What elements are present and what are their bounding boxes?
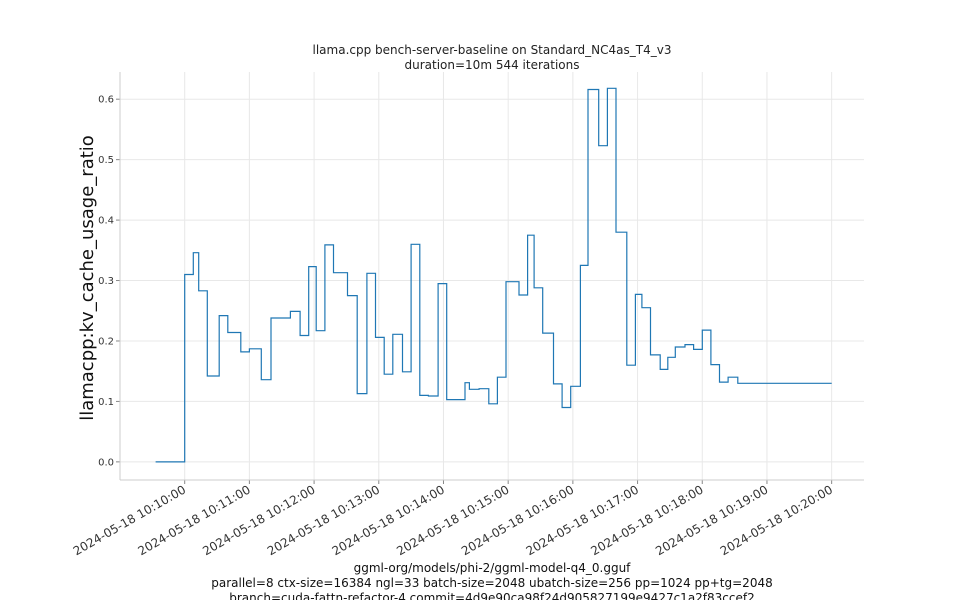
x-tick-label: 2024-05-18 10:20:00 [718,482,835,558]
y-axis-ticks: 0.0 0.1 0.2 0.3 0.4 0.5 0.6 [98,95,120,468]
y-tick-label: 0.2 [98,336,114,347]
y-tick-label: 0.6 [98,95,114,106]
grid-lines [120,72,864,480]
footer-params: parallel=8 ctx-size=16384 ngl=33 batch-s… [211,576,772,590]
y-axis-label: llamacpp:kv_cache_usage_ratio [77,135,98,421]
x-tick-label: 2024-05-18 10:14:00 [330,482,447,558]
x-tick-label: 2024-05-18 10:10:00 [71,482,188,558]
chart-title: llama.cpp bench-server-baseline on Stand… [313,43,672,57]
series-line [155,87,832,463]
x-tick-label: 2024-05-18 10:19:00 [653,482,770,558]
x-tick-label: 2024-05-18 10:15:00 [394,482,511,558]
y-tick-label: 0.0 [98,457,114,468]
x-tick-label: 2024-05-18 10:12:00 [200,482,317,558]
footer-branch: branch=cuda-fattn-refactor-4 commit=4d9e… [229,591,755,600]
x-tick-label: 2024-05-18 10:11:00 [136,482,253,558]
x-tick-label: 2024-05-18 10:18:00 [588,482,705,558]
chart-subtitle: duration=10m 544 iterations [405,58,580,72]
y-tick-label: 0.5 [98,155,114,166]
x-tick-label: 2024-05-18 10:13:00 [265,482,382,558]
y-tick-label: 0.1 [98,397,114,408]
x-tick-label: 2024-05-18 10:17:00 [524,482,641,558]
x-tick-label: 2024-05-18 10:16:00 [459,482,576,558]
x-axis-label: ggml-org/models/phi-2/ggml-model-q4_0.gg… [354,561,632,575]
y-tick-label: 0.3 [98,276,114,287]
y-tick-label: 0.4 [98,216,114,227]
